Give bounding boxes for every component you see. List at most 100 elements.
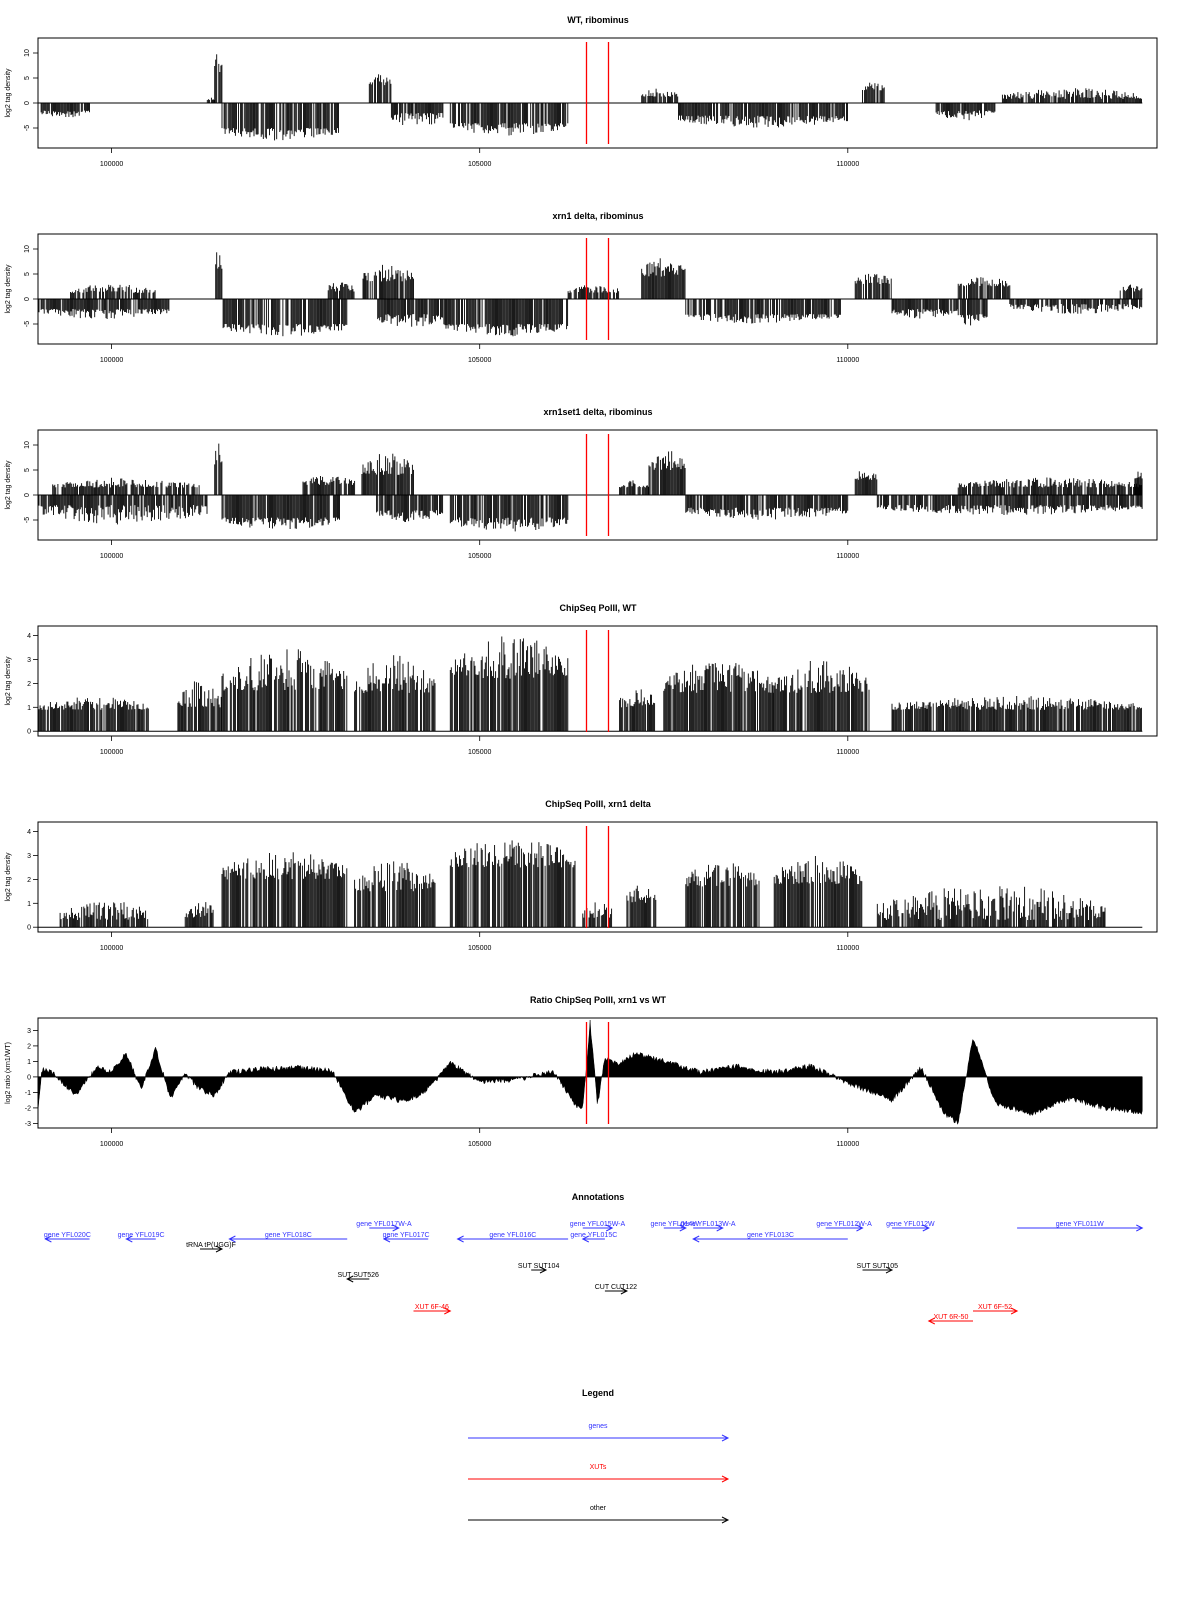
arrow-head (392, 1224, 400, 1232)
x-tick-label: 110000 (836, 1141, 859, 1148)
y-tick-label: 2 (27, 877, 31, 884)
signal-segment (37, 697, 149, 732)
feature-arrow (468, 1516, 730, 1524)
feature-arrow (346, 1275, 370, 1283)
annotation-feature: CUT CUT122 (595, 1284, 637, 1295)
signal-segment (854, 471, 878, 495)
y-tick-label: 0 (27, 925, 31, 932)
feature-label: gene YFL015W-A (570, 1221, 626, 1228)
feature-arrow (44, 1235, 90, 1243)
ratio-area (37, 1019, 1143, 1126)
y-tick-label: 0 (24, 493, 31, 497)
feature-arrow (456, 1235, 569, 1243)
arrow-head (382, 1235, 391, 1243)
y-tick-label: 3 (27, 657, 31, 664)
y-tick-label: 0 (24, 297, 31, 301)
x-tick-label: 100000 (100, 945, 123, 952)
annotation-feature: gene YFL014W (651, 1221, 699, 1232)
x-tick-label: 105000 (468, 945, 491, 952)
feature-arrow (413, 1307, 452, 1315)
panel-title: xrn1set1 delta, ribominus (543, 407, 652, 417)
feature-arrow (531, 1266, 548, 1274)
feature-label: XUT 6F-46 (415, 1304, 449, 1311)
signal-segment (449, 103, 569, 136)
plot-frame (37, 625, 1158, 737)
signal-segment (626, 885, 657, 928)
x-tick-label: 110000 (836, 749, 859, 756)
y-tick-label: 2 (27, 1043, 31, 1050)
legend-label: genes (588, 1423, 608, 1430)
plot-frame (37, 233, 1158, 345)
signal-segment (862, 82, 885, 103)
signal-segment (957, 277, 1011, 299)
signal-segment (619, 689, 656, 732)
feature-label: XUT 6F-52 (978, 1304, 1012, 1311)
signal-segment (678, 103, 848, 128)
arrow-head (215, 1245, 224, 1253)
plot-frame (37, 429, 1158, 541)
y-tick-label: -5 (24, 517, 31, 523)
annotation-feature: gene YFL018C (228, 1232, 348, 1243)
signal-segment (221, 649, 348, 732)
signal-segment (214, 54, 223, 103)
plot-frame (37, 1017, 1158, 1129)
signal-segment (52, 477, 200, 495)
feature-arrow (693, 1224, 724, 1232)
signal-segment (214, 443, 223, 495)
feature-label: gene YFL013C (747, 1232, 794, 1239)
signal-segment (449, 636, 569, 732)
y-tick-label: -5 (24, 321, 31, 327)
annotation-feature: tRNA tP(UGG)F (186, 1242, 236, 1253)
arrow-head (856, 1224, 864, 1232)
annotation-track: Annotations gene YFL020C gene YFL019C tRNA… (44, 1192, 1144, 1325)
annotation-feature: SUT SUT526 (337, 1272, 379, 1283)
annotation-feature: gene YFL019C (118, 1232, 165, 1243)
legend: Legend genes XUTs other (468, 1388, 730, 1524)
y-tick-label: 2 (27, 681, 31, 688)
signal-segment (368, 74, 392, 103)
signal-segment (302, 476, 356, 495)
signal-segment (449, 840, 576, 928)
x-tick-label: 105000 (468, 749, 491, 756)
arrow-head (721, 1475, 730, 1483)
signal-segment (641, 88, 679, 103)
annotation-feature: XUT 6R-50 (927, 1314, 973, 1325)
feature-label: gene YFL020C (44, 1232, 91, 1239)
panel-title: WT, ribominus (567, 15, 629, 25)
legend-item-gene: genes (468, 1423, 730, 1442)
arrow-head (228, 1235, 236, 1243)
arrow-head (922, 1224, 930, 1232)
arrow-head (605, 1224, 614, 1232)
track-panel-2: xrn1 delta, ribominus log2 tag density -5 0… (5, 211, 1158, 364)
y-axis-label: log2 ratio (xrn1/WT) (5, 1042, 12, 1104)
panel-title: ChipSeq PolII, WT (560, 603, 637, 613)
signal-segment (177, 681, 222, 732)
arrow-head (721, 1434, 730, 1442)
feature-arrow (973, 1307, 1019, 1315)
signal-segment (206, 97, 215, 103)
feature-label: gene YFL012W-A (816, 1221, 872, 1228)
legend-item-xut: XUTs (468, 1464, 730, 1483)
feature-arrow (692, 1235, 848, 1243)
y-tick-label: 3 (27, 853, 31, 860)
signal-segment (891, 299, 959, 319)
track-panel-4: ChipSeq PolII, WT log2 tag density 0 1 2 3 4 10… (5, 603, 1158, 756)
x-tick-label: 100000 (100, 553, 123, 560)
feature-arrow (468, 1475, 730, 1483)
feature-label: gene YFL013W-A (680, 1221, 736, 1228)
signal-segment (1134, 471, 1143, 495)
annotation-feature: gene YFL013W-A (680, 1221, 736, 1232)
arrow-head (1010, 1307, 1019, 1315)
annotation-feature: gene YFL017C (382, 1232, 430, 1243)
y-tick-label: -1 (25, 1090, 31, 1097)
legend-label: other (590, 1505, 607, 1512)
signal-segment (376, 495, 444, 522)
signal-segment (773, 856, 863, 928)
track-panel-1: WT, ribominus log2 tag density -5 0 5 10 10000… (5, 15, 1158, 168)
arrow-head (927, 1317, 936, 1325)
arrow-head (44, 1235, 52, 1243)
signal-segment (354, 655, 436, 732)
feature-label: CUT CUT122 (595, 1284, 637, 1291)
y-axis-label: log2 tag density (5, 460, 12, 510)
x-tick-label: 110000 (836, 161, 859, 168)
